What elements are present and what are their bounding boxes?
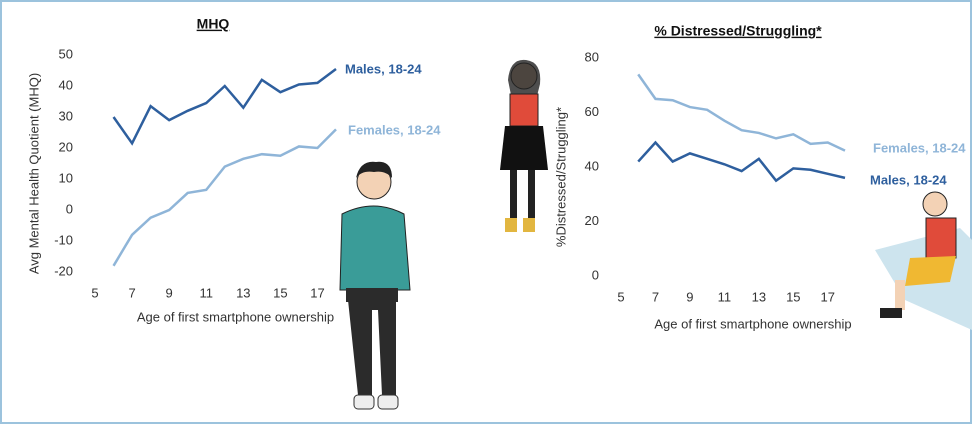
x-tick-label: 13	[752, 289, 766, 304]
x-tick-label: 11	[199, 285, 213, 300]
man-illustration	[339, 161, 411, 410]
y-tick-label: 0	[592, 267, 599, 282]
x-tick-label: 17	[821, 289, 835, 304]
series-label: Females, 18-24	[348, 122, 441, 137]
y-tick-label: 80	[585, 49, 599, 64]
y-tick-label: 30	[59, 108, 73, 123]
y-tick-label: 20	[585, 213, 599, 228]
y-tick-label: 0	[66, 201, 73, 216]
y-tick-label: 20	[59, 139, 73, 154]
y-tick-label: 40	[59, 77, 73, 92]
x-tick-label: 9	[686, 289, 693, 304]
series-label: Males, 18-24	[870, 172, 947, 187]
sitting-woman-illustration	[875, 191, 972, 330]
y-tick-label: 50	[59, 46, 73, 61]
x-axis-label: Age of first smartphone ownership	[654, 316, 851, 331]
x-tick-label: 13	[236, 285, 250, 300]
x-tick-label: 5	[617, 289, 624, 304]
x-tick-label: 5	[91, 285, 98, 300]
x-tick-label: 7	[652, 289, 659, 304]
x-axis-label: Age of first smartphone ownership	[137, 309, 334, 324]
y-axis-label: %Distressed/Struggling*	[553, 107, 568, 247]
y-tick-label: 40	[585, 158, 599, 173]
y-axis-label: Avg Mental Health Quotient (MHQ)	[26, 73, 41, 274]
y-tick-label: -10	[54, 232, 73, 247]
girl-illustration	[500, 59, 548, 232]
line-series	[637, 73, 846, 152]
line-series	[637, 140, 846, 183]
y-tick-label: 10	[59, 170, 73, 185]
line-series	[112, 128, 337, 267]
x-tick-label: 11	[718, 289, 732, 304]
x-tick-label: 7	[128, 285, 135, 300]
x-tick-label: 9	[166, 285, 173, 300]
chart-title: MHQ	[197, 16, 230, 32]
series-label: Females, 18-24	[873, 140, 966, 155]
line-series	[112, 67, 337, 146]
x-tick-label: 15	[786, 289, 800, 304]
x-tick-label: 17	[310, 285, 324, 300]
y-tick-label: 60	[585, 104, 599, 119]
x-tick-label: 15	[273, 285, 287, 300]
chart-title: % Distressed/Struggling*	[654, 23, 822, 39]
series-label: Males, 18-24	[345, 61, 422, 76]
y-tick-label: -20	[54, 263, 73, 278]
